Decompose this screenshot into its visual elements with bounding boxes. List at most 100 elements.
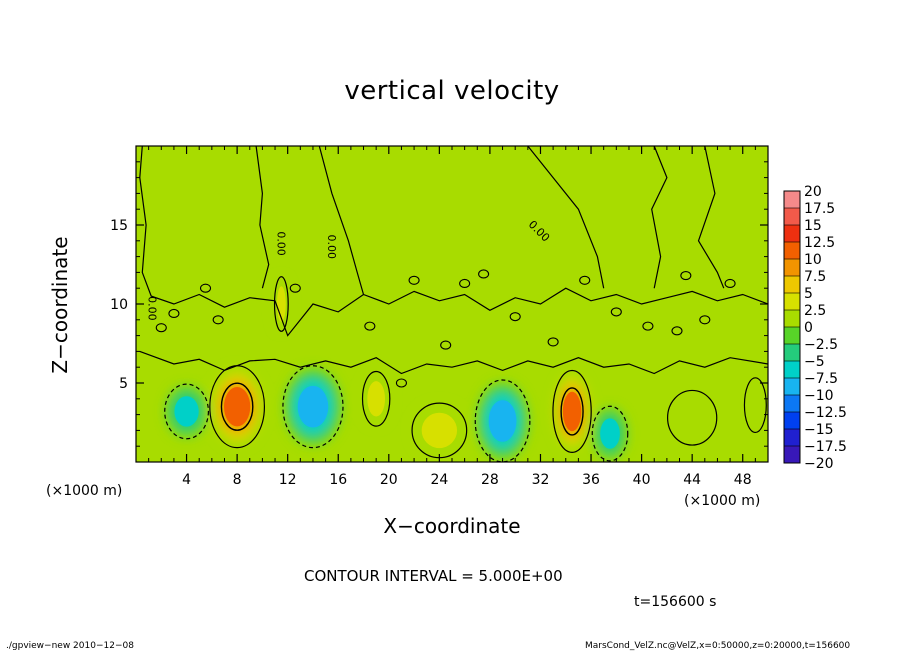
- contour-blob: [509, 312, 521, 322]
- field-cell: [669, 392, 715, 444]
- contour-line: [474, 379, 531, 462]
- zero-contour: [139, 350, 768, 375]
- colorbar-label: 0: [804, 320, 813, 336]
- contour-line: [591, 405, 629, 462]
- zero-contour: [318, 146, 365, 295]
- field-cell: [488, 400, 517, 442]
- field-cell: [562, 391, 582, 432]
- field-cell: [174, 396, 199, 427]
- colorbar-band: [784, 276, 800, 293]
- footer-right: MarsCond_VelZ.nc@VelZ,x=0:50000,z=0:2000…: [585, 641, 851, 651]
- zero-contour: [697, 146, 725, 289]
- colorbar-label: 2.5: [804, 303, 826, 319]
- contour-line: [560, 387, 584, 436]
- colorbar-label: 20: [804, 184, 822, 200]
- contour-blob: [610, 307, 622, 317]
- zero-contour: [139, 146, 768, 337]
- x-tick-label: 40: [633, 472, 651, 488]
- field-cell: [745, 379, 766, 431]
- colorbar-band: [784, 378, 800, 395]
- colorbar-label: 5: [804, 286, 813, 302]
- x-unit-right: (×1000 m): [684, 493, 761, 509]
- contour-line: [273, 276, 289, 332]
- contour-blob: [699, 315, 711, 325]
- contour-blob: [642, 321, 654, 331]
- colorbar-label: 17.5: [804, 201, 835, 217]
- colorbar-label: −7.5: [804, 371, 838, 387]
- zero-contour: [527, 146, 605, 289]
- colorbar-band: [784, 225, 800, 242]
- field-cell: [223, 386, 251, 427]
- colorbar-label: −10: [804, 388, 834, 404]
- contour-blob: [289, 283, 301, 293]
- contour-line: [164, 383, 210, 440]
- x-tick-label: 16: [329, 472, 347, 488]
- field-cell: [421, 412, 458, 449]
- contour-blob: [408, 275, 420, 285]
- colorbar-label: −12.5: [804, 405, 847, 421]
- zero-label: 0.00: [275, 231, 288, 256]
- contour-blob: [364, 321, 376, 331]
- contour-blob: [547, 337, 559, 347]
- colorbar-label: 10: [804, 252, 822, 268]
- chart-title: vertical velocity: [344, 76, 560, 106]
- y-tick-label: 5: [119, 376, 128, 392]
- y-tick-label: 10: [110, 297, 128, 313]
- time-label: t=156600 s: [634, 594, 717, 610]
- x-tick-label: 12: [279, 472, 297, 488]
- contour-blob: [168, 308, 180, 319]
- contour-blob: [478, 269, 490, 279]
- contour-line: [552, 369, 592, 453]
- footer-left: ./gpview−new 2010−12−08: [6, 641, 134, 651]
- colorbar-label: 7.5: [804, 269, 826, 285]
- field-cell: [600, 418, 620, 449]
- contour-blob: [579, 275, 591, 285]
- contour-interval-note: CONTOUR INTERVAL = 5.000E+00: [304, 567, 563, 585]
- colorbar-band: [784, 446, 800, 463]
- y-tick-label: 15: [110, 218, 128, 234]
- field-cell: [367, 381, 386, 417]
- colorbar-band: [784, 310, 800, 327]
- colorbar-band: [784, 429, 800, 446]
- colorbar-band: [784, 293, 800, 310]
- contour-blob: [440, 340, 452, 350]
- x-tick-label: 24: [430, 472, 448, 488]
- zero-contour: [255, 146, 270, 289]
- zero-contour: [651, 146, 668, 289]
- x-tick-label: 8: [233, 472, 242, 488]
- colorbar-label: −15: [804, 422, 834, 438]
- colorbar-band: [784, 327, 800, 344]
- colorbar-label: 15: [804, 218, 822, 234]
- colorbar-label: −17.5: [804, 439, 847, 455]
- field-cell: [297, 385, 329, 428]
- contour-line: [220, 382, 254, 431]
- contour-blob: [155, 323, 167, 333]
- contour-line: [361, 370, 391, 427]
- x-axis-label: X−coordinate: [0, 514, 904, 538]
- x-tick-label: 32: [532, 472, 550, 488]
- x-tick-label: 44: [683, 472, 701, 488]
- plot-area: 0.000.00 0.000.00: [135, 145, 769, 463]
- colorbar-band: [784, 242, 800, 259]
- colorbar-band: [784, 259, 800, 276]
- contour-blob: [212, 315, 224, 325]
- contour-blob: [724, 278, 736, 289]
- contour-blob: [680, 271, 692, 281]
- colorbar-band: [784, 412, 800, 429]
- x-tick-label: 28: [481, 472, 499, 488]
- colorbar-label: −5: [804, 354, 825, 370]
- field-cell: [276, 286, 286, 322]
- contour-line: [282, 365, 344, 449]
- colorbar-label: 12.5: [804, 235, 835, 251]
- x-axis-label-text: X−coordinate: [383, 514, 521, 538]
- zero-label: 0.00: [325, 234, 338, 258]
- contour-line: [666, 389, 718, 446]
- x-tick-label: 36: [582, 472, 600, 488]
- contour-line: [743, 377, 767, 434]
- x-tick-label: 48: [734, 472, 752, 488]
- zero-label: 0.00: [146, 296, 159, 321]
- x-unit-left: (×1000 m): [46, 483, 123, 499]
- colorbar-label: −20: [804, 456, 834, 472]
